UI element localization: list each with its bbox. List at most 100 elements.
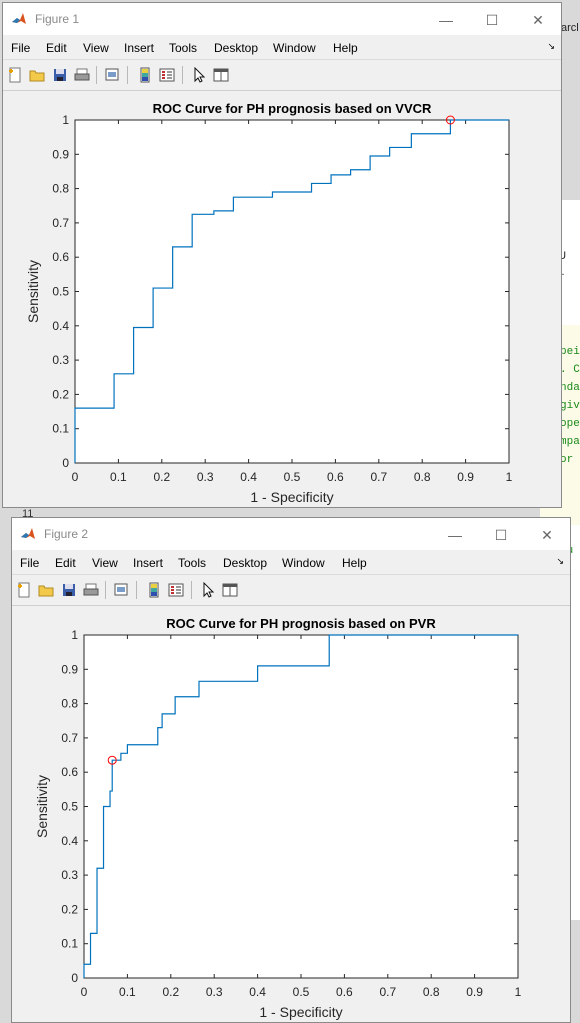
x-tick-label: 0 [72,470,79,484]
menu-help[interactable]: Help [342,556,367,570]
menu-window[interactable]: Window [273,41,316,55]
insert-colorbar-icon[interactable] [146,582,162,598]
property-inspector-icon[interactable] [213,67,229,83]
background-code: . C [560,364,580,376]
y-tick-label: 0.5 [52,285,69,299]
toolbar [3,59,561,91]
menu-tools[interactable]: Tools [178,556,207,570]
x-tick-label: 0.3 [206,985,223,999]
x-tick-label: 0.3 [197,470,214,484]
menu-edit[interactable]: Edit [55,556,76,570]
save-icon[interactable] [52,67,68,83]
print-icon[interactable] [83,582,99,598]
chart-title: ROC Curve for PH prognosis based on PVR [166,616,436,631]
x-tick-label: 0.7 [370,470,387,484]
optimal-point-marker [445,115,455,125]
y-tick-label: 0.1 [52,422,69,436]
menu-view[interactable]: View [92,556,118,570]
menu-window[interactable]: Window [282,556,325,570]
toolbar-separator [96,66,97,84]
y-tick-label: 0.2 [61,902,78,916]
x-tick-label: 0.9 [466,985,483,999]
y-tick-label: 0.7 [52,216,69,230]
x-tick-label: 0.6 [336,985,353,999]
background-code: ope [560,418,580,430]
y-tick-label: 0.4 [52,319,69,333]
new-figure-icon[interactable] [7,67,23,83]
y-axis-label: Sensitivity [34,775,50,838]
x-axis-label: 1 - Specificity [259,1004,342,1020]
menu-file[interactable]: File [11,41,31,55]
background-code: giv [560,400,580,412]
menu-view[interactable]: View [83,41,109,55]
plot-area [83,634,519,979]
open-file-icon[interactable] [38,582,54,598]
y-tick-label: 0.9 [61,662,78,676]
y-tick-label: 0.9 [52,147,69,161]
x-tick-label: 0.8 [423,985,440,999]
x-tick-label: 0.4 [249,985,266,999]
y-tick-label: 0.4 [61,834,78,848]
x-tick-label: 0.1 [110,470,127,484]
edit-plot-pointer-icon[interactable] [200,582,216,598]
background-line-number: 11 [22,508,34,520]
toolbar-separator [136,581,137,599]
menu-desktop[interactable]: Desktop [214,41,259,55]
menu-insert[interactable]: Insert [133,556,164,570]
roc-curve-line [83,634,518,978]
y-tick-label: 0.7 [61,731,78,745]
menu-bar: File Edit View Insert Tools Desktop Wind… [3,35,561,59]
figure-2-window: Figure 2 — ☐ ✕ File Edit View Insert Too… [11,517,571,1023]
y-tick-label: 0 [62,456,69,470]
menu-file[interactable]: File [20,556,40,570]
menu-desktop[interactable]: Desktop [223,556,268,570]
property-inspector-icon[interactable] [222,582,238,598]
x-tick-label: 0.5 [293,985,310,999]
x-tick-label: 0.2 [153,470,170,484]
title-bar[interactable]: Figure 1 — ☐ ✕ [3,3,561,35]
matlab-logo-icon [12,13,26,24]
roc-chart-vvcr[interactable]: ROC Curve for PH prognosis based on VVCR… [3,89,561,507]
toolbar-separator [191,581,192,599]
window-title: Figure 1 [35,12,80,26]
menu-edit[interactable]: Edit [46,41,67,55]
maximize-button[interactable]: ☐ [494,527,508,543]
new-figure-icon[interactable] [16,582,32,598]
figure-1-window: Figure 1 — ☐ ✕ File Edit View Insert Too… [2,2,562,508]
link-plot-icon[interactable] [104,67,120,83]
link-plot-icon[interactable] [113,582,129,598]
menu-insert[interactable]: Insert [124,41,155,55]
maximize-button[interactable]: ☐ [485,12,499,28]
toolbar [12,574,570,606]
plot-area [74,119,510,464]
menu-overflow-icon[interactable]: ↘ [547,41,555,51]
open-file-icon[interactable] [29,67,45,83]
insert-legend-icon[interactable] [168,582,184,598]
close-button[interactable]: ✕ [532,12,544,28]
title-bar[interactable]: Figure 2 — ☐ ✕ [12,518,570,550]
menu-overflow-icon[interactable]: ↘ [556,556,564,566]
x-tick-label: 0.4 [240,470,257,484]
y-tick-label: 0 [71,971,78,985]
minimize-button[interactable]: — [439,12,453,28]
menu-tools[interactable]: Tools [169,41,198,55]
roc-chart-pvr[interactable]: ROC Curve for PH prognosis based on PVR 0… [12,604,570,1022]
menu-help[interactable]: Help [333,41,358,55]
insert-legend-icon[interactable] [159,67,175,83]
edit-plot-pointer-icon[interactable] [191,67,207,83]
print-icon[interactable] [74,67,90,83]
background-code: mpa [560,436,580,448]
y-tick-label: 1 [71,628,78,642]
y-axis-label: Sensitivity [25,260,41,323]
y-tick-label: 0.2 [52,387,69,401]
close-button[interactable]: ✕ [541,527,553,543]
y-tick-label: 0.3 [61,868,78,882]
background-code: pei [560,346,580,358]
insert-colorbar-icon[interactable] [137,67,153,83]
save-icon[interactable] [61,582,77,598]
chart-title: ROC Curve for PH prognosis based on VVCR [153,101,432,116]
x-tick-label: 1 [515,985,522,999]
toolbar-separator [182,66,183,84]
minimize-button[interactable]: — [448,527,462,543]
y-tick-label: 0.8 [52,182,69,196]
